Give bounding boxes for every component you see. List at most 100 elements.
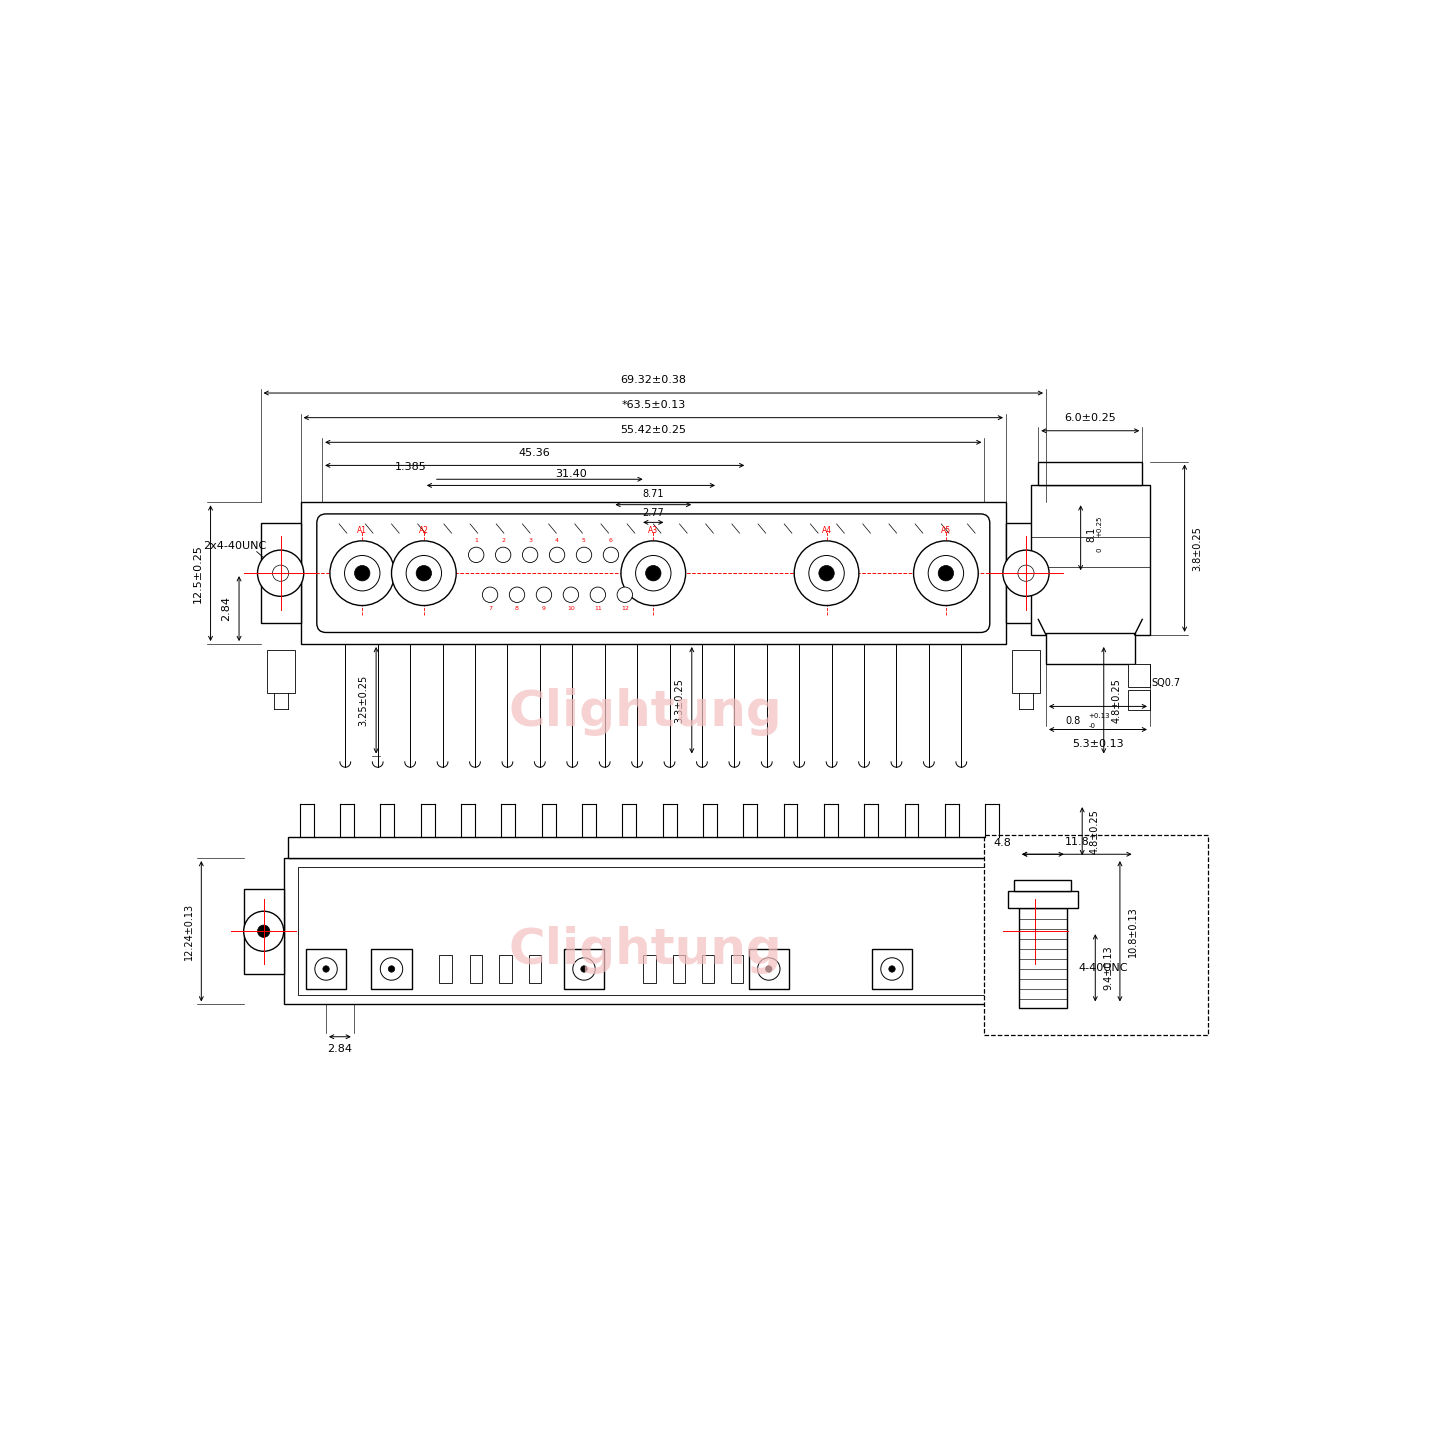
Circle shape bbox=[344, 556, 380, 590]
Text: 4: 4 bbox=[554, 539, 559, 543]
Circle shape bbox=[795, 541, 858, 606]
Bar bbox=[732, 955, 743, 984]
Text: 3: 3 bbox=[528, 539, 533, 543]
Text: 12: 12 bbox=[621, 606, 629, 612]
Bar bbox=[372, 949, 412, 989]
Bar bbox=[749, 949, 789, 989]
Text: 2.84: 2.84 bbox=[327, 1044, 353, 1054]
Bar bbox=[1020, 909, 1067, 1008]
Circle shape bbox=[766, 966, 772, 972]
Bar bbox=[1129, 690, 1151, 710]
Text: 6.0±0.25: 6.0±0.25 bbox=[1064, 413, 1116, 423]
Text: 45.36: 45.36 bbox=[518, 448, 550, 458]
Circle shape bbox=[549, 547, 564, 563]
Bar bbox=[301, 503, 1007, 644]
Bar bbox=[307, 949, 346, 989]
Text: 5.3±0.13: 5.3±0.13 bbox=[1073, 739, 1123, 749]
Bar bbox=[985, 835, 1208, 1035]
Bar bbox=[298, 867, 1001, 995]
Bar bbox=[469, 955, 482, 984]
Bar bbox=[564, 949, 603, 989]
Text: +0.25: +0.25 bbox=[1096, 516, 1102, 537]
Circle shape bbox=[635, 556, 671, 590]
Bar bbox=[1008, 891, 1077, 909]
Bar bbox=[1015, 888, 1056, 973]
Circle shape bbox=[1002, 550, 1050, 596]
FancyBboxPatch shape bbox=[317, 514, 989, 632]
Circle shape bbox=[1018, 564, 1034, 582]
Bar bbox=[500, 955, 511, 984]
Text: 5: 5 bbox=[582, 539, 586, 543]
Circle shape bbox=[590, 588, 606, 602]
Bar bbox=[1031, 485, 1151, 635]
Circle shape bbox=[1015, 912, 1056, 952]
Text: 9: 9 bbox=[541, 606, 546, 612]
Text: 55.42±0.25: 55.42±0.25 bbox=[621, 425, 687, 435]
Text: 6: 6 bbox=[609, 539, 613, 543]
Circle shape bbox=[576, 547, 592, 563]
Circle shape bbox=[536, 588, 552, 602]
Text: 12.24±0.13: 12.24±0.13 bbox=[184, 903, 193, 960]
Bar bbox=[266, 651, 295, 693]
Text: 12.5±0.25: 12.5±0.25 bbox=[193, 544, 203, 602]
Circle shape bbox=[929, 556, 963, 590]
Circle shape bbox=[468, 547, 484, 563]
Text: 3.25±0.25: 3.25±0.25 bbox=[359, 674, 369, 726]
Text: 2x4-40UNC: 2x4-40UNC bbox=[203, 541, 266, 552]
Text: 69.32±0.38: 69.32±0.38 bbox=[621, 376, 687, 386]
Circle shape bbox=[354, 566, 370, 580]
Text: 8.1: 8.1 bbox=[1087, 526, 1097, 541]
Circle shape bbox=[243, 912, 284, 952]
Bar bbox=[1038, 462, 1142, 485]
Text: *63.5±0.13: *63.5±0.13 bbox=[621, 400, 685, 410]
Bar bbox=[1012, 651, 1040, 693]
Circle shape bbox=[389, 966, 395, 972]
Circle shape bbox=[323, 966, 330, 972]
Circle shape bbox=[563, 588, 579, 602]
Text: 11: 11 bbox=[593, 606, 602, 612]
Bar bbox=[672, 955, 685, 984]
Circle shape bbox=[603, 547, 619, 563]
Text: A4: A4 bbox=[821, 526, 832, 534]
Circle shape bbox=[272, 564, 288, 582]
Text: 31.40: 31.40 bbox=[554, 469, 586, 480]
Text: 0.8: 0.8 bbox=[1066, 716, 1080, 726]
Text: 9.4±0.13: 9.4±0.13 bbox=[1103, 946, 1113, 991]
Circle shape bbox=[380, 958, 403, 981]
Text: 4.8±0.25: 4.8±0.25 bbox=[1090, 809, 1100, 854]
Circle shape bbox=[330, 541, 395, 606]
Text: -0: -0 bbox=[1089, 723, 1096, 729]
Text: 3.8±0.25: 3.8±0.25 bbox=[1192, 526, 1202, 570]
Text: Clightung: Clightung bbox=[508, 926, 782, 975]
Circle shape bbox=[1030, 924, 1041, 937]
Circle shape bbox=[416, 566, 432, 580]
Text: 8: 8 bbox=[516, 606, 518, 612]
Text: +0.13: +0.13 bbox=[1089, 713, 1110, 720]
Text: 1.385: 1.385 bbox=[395, 462, 426, 471]
Text: 11.8: 11.8 bbox=[1064, 837, 1089, 847]
Bar bbox=[243, 888, 284, 973]
Circle shape bbox=[510, 588, 524, 602]
Text: 8.71: 8.71 bbox=[642, 488, 664, 498]
Text: 2: 2 bbox=[501, 539, 505, 543]
Text: 2.77: 2.77 bbox=[642, 508, 664, 518]
Circle shape bbox=[888, 966, 896, 972]
Text: A2: A2 bbox=[419, 526, 429, 534]
Text: SQ0.7: SQ0.7 bbox=[1152, 678, 1181, 688]
Bar bbox=[1129, 664, 1151, 687]
Bar bbox=[1045, 634, 1135, 664]
Circle shape bbox=[621, 541, 685, 606]
Bar bbox=[288, 837, 1011, 858]
Text: A1: A1 bbox=[357, 526, 367, 534]
Circle shape bbox=[913, 541, 978, 606]
Circle shape bbox=[580, 966, 588, 972]
Text: 10.8±0.13: 10.8±0.13 bbox=[1128, 906, 1138, 956]
Circle shape bbox=[645, 566, 661, 580]
Bar bbox=[644, 955, 655, 984]
Bar bbox=[873, 949, 912, 989]
Bar bbox=[261, 523, 301, 624]
Circle shape bbox=[495, 547, 511, 563]
Bar bbox=[284, 858, 1015, 1005]
Text: 3.3±0.25: 3.3±0.25 bbox=[674, 678, 684, 723]
Bar bbox=[1014, 880, 1071, 891]
